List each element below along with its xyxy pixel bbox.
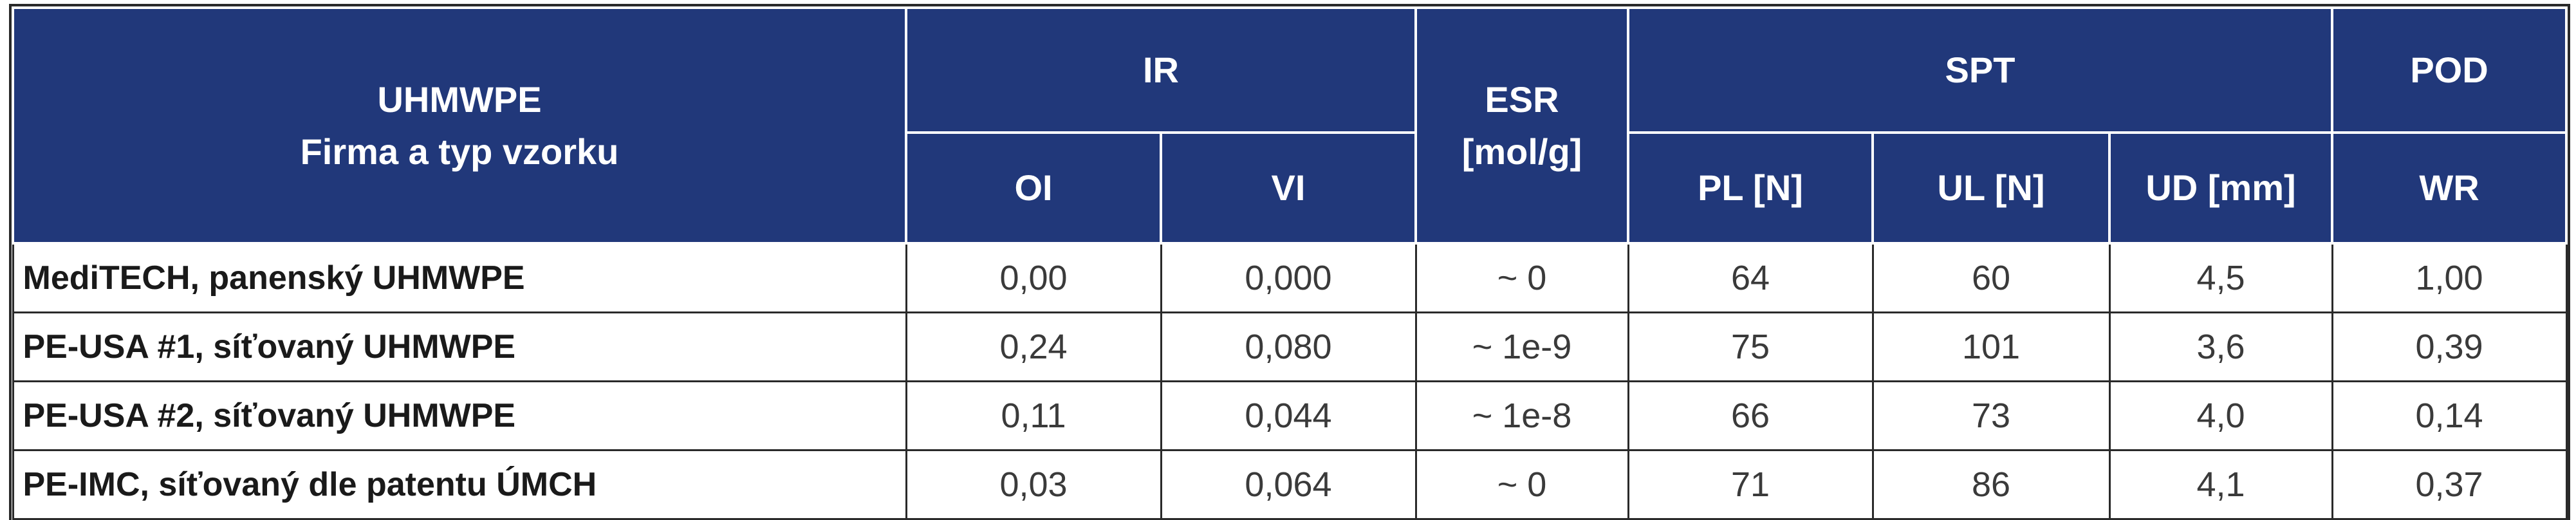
header-esr-line1: ESR <box>1485 79 1559 120</box>
cell-ud: 3,6 <box>2108 311 2333 382</box>
table-container: UHMWPE Firma a typ vzorku IR ESR [mol/g]… <box>9 4 2570 520</box>
header-row-columns: OI VI PL [N] UL [N] UD [mm] WR <box>13 131 2568 245</box>
header-col-ul: UL [N] <box>1871 131 2111 245</box>
header-col-pl: PL [N] <box>1627 131 1874 245</box>
cell-pl: 75 <box>1627 311 1874 382</box>
header-group-ir: IR <box>905 6 1417 134</box>
cell-oi: 0,03 <box>905 449 1162 520</box>
cell-oi: 0,11 <box>905 380 1162 451</box>
header-sample-line1: UHMWPE <box>377 79 542 120</box>
cell-sample-name: PE-USA #2, síťovaný UHMWPE <box>12 380 907 451</box>
cell-pl: 71 <box>1627 449 1874 520</box>
header-esr: ESR [mol/g] <box>1414 6 1629 245</box>
cell-oi: 0,00 <box>905 242 1162 313</box>
cell-ul: 73 <box>1871 380 2111 451</box>
header-col-wr: WR <box>2331 131 2568 245</box>
header-row-groups: UHMWPE Firma a typ vzorku IR ESR [mol/g]… <box>12 6 2568 245</box>
cell-wr: 1,00 <box>2331 242 2568 313</box>
cell-ud: 4,1 <box>2108 449 2333 520</box>
cell-ul: 101 <box>1871 311 2111 382</box>
cell-sample-name: MediTECH, panenský UHMWPE <box>12 242 907 313</box>
cell-sample-name: PE-IMC, síťovaný dle patentu ÚMCH <box>12 449 907 520</box>
cell-esr: ~ 1e-8 <box>1414 380 1629 451</box>
cell-pl: 64 <box>1627 242 1874 313</box>
cell-vi: 0,000 <box>1160 242 1417 313</box>
table-row: MediTECH, panenský UHMWPE 0,00 0,000 ~ 0… <box>12 242 2568 313</box>
table-row: PE-USA #2, síťovaný UHMWPE 0,11 0,044 ~ … <box>12 380 2568 451</box>
cell-ud: 4,0 <box>2108 380 2333 451</box>
cell-ul: 86 <box>1871 449 2111 520</box>
header-sample-line2: Firma a typ vzorku <box>300 131 619 172</box>
cell-wr: 0,37 <box>2331 449 2568 520</box>
cell-wr: 0,39 <box>2331 311 2568 382</box>
table-row: PE-IMC, síťovaný dle patentu ÚMCH 0,03 0… <box>12 449 2568 520</box>
header-col-vi: VI <box>1160 131 1417 245</box>
cell-pl: 66 <box>1627 380 1874 451</box>
cell-oi: 0,24 <box>905 311 1162 382</box>
cell-ul: 60 <box>1871 242 2111 313</box>
header-sample: UHMWPE Firma a typ vzorku <box>12 6 907 245</box>
cell-vi: 0,080 <box>1160 311 1417 382</box>
cell-wr: 0,14 <box>2331 380 2568 451</box>
header-group-pod: POD <box>2331 6 2568 134</box>
cell-vi: 0,044 <box>1160 380 1417 451</box>
cell-vi: 0,064 <box>1160 449 1417 520</box>
header-col-ud: UD [mm] <box>2108 131 2333 245</box>
header-group-spt: SPT <box>1627 6 2333 134</box>
cell-sample-name: PE-USA #1, síťovaný UHMWPE <box>12 311 907 382</box>
cell-esr: ~ 0 <box>1414 449 1629 520</box>
cell-ud: 4,5 <box>2108 242 2333 313</box>
results-table: UHMWPE Firma a typ vzorku IR ESR [mol/g]… <box>9 4 2570 520</box>
header-col-oi: OI <box>905 131 1162 245</box>
cell-esr: ~ 0 <box>1414 242 1629 313</box>
header-esr-line2: [mol/g] <box>1461 131 1582 172</box>
table-row: PE-USA #1, síťovaný UHMWPE 0,24 0,080 ~ … <box>12 311 2568 382</box>
cell-esr: ~ 1e-9 <box>1414 311 1629 382</box>
